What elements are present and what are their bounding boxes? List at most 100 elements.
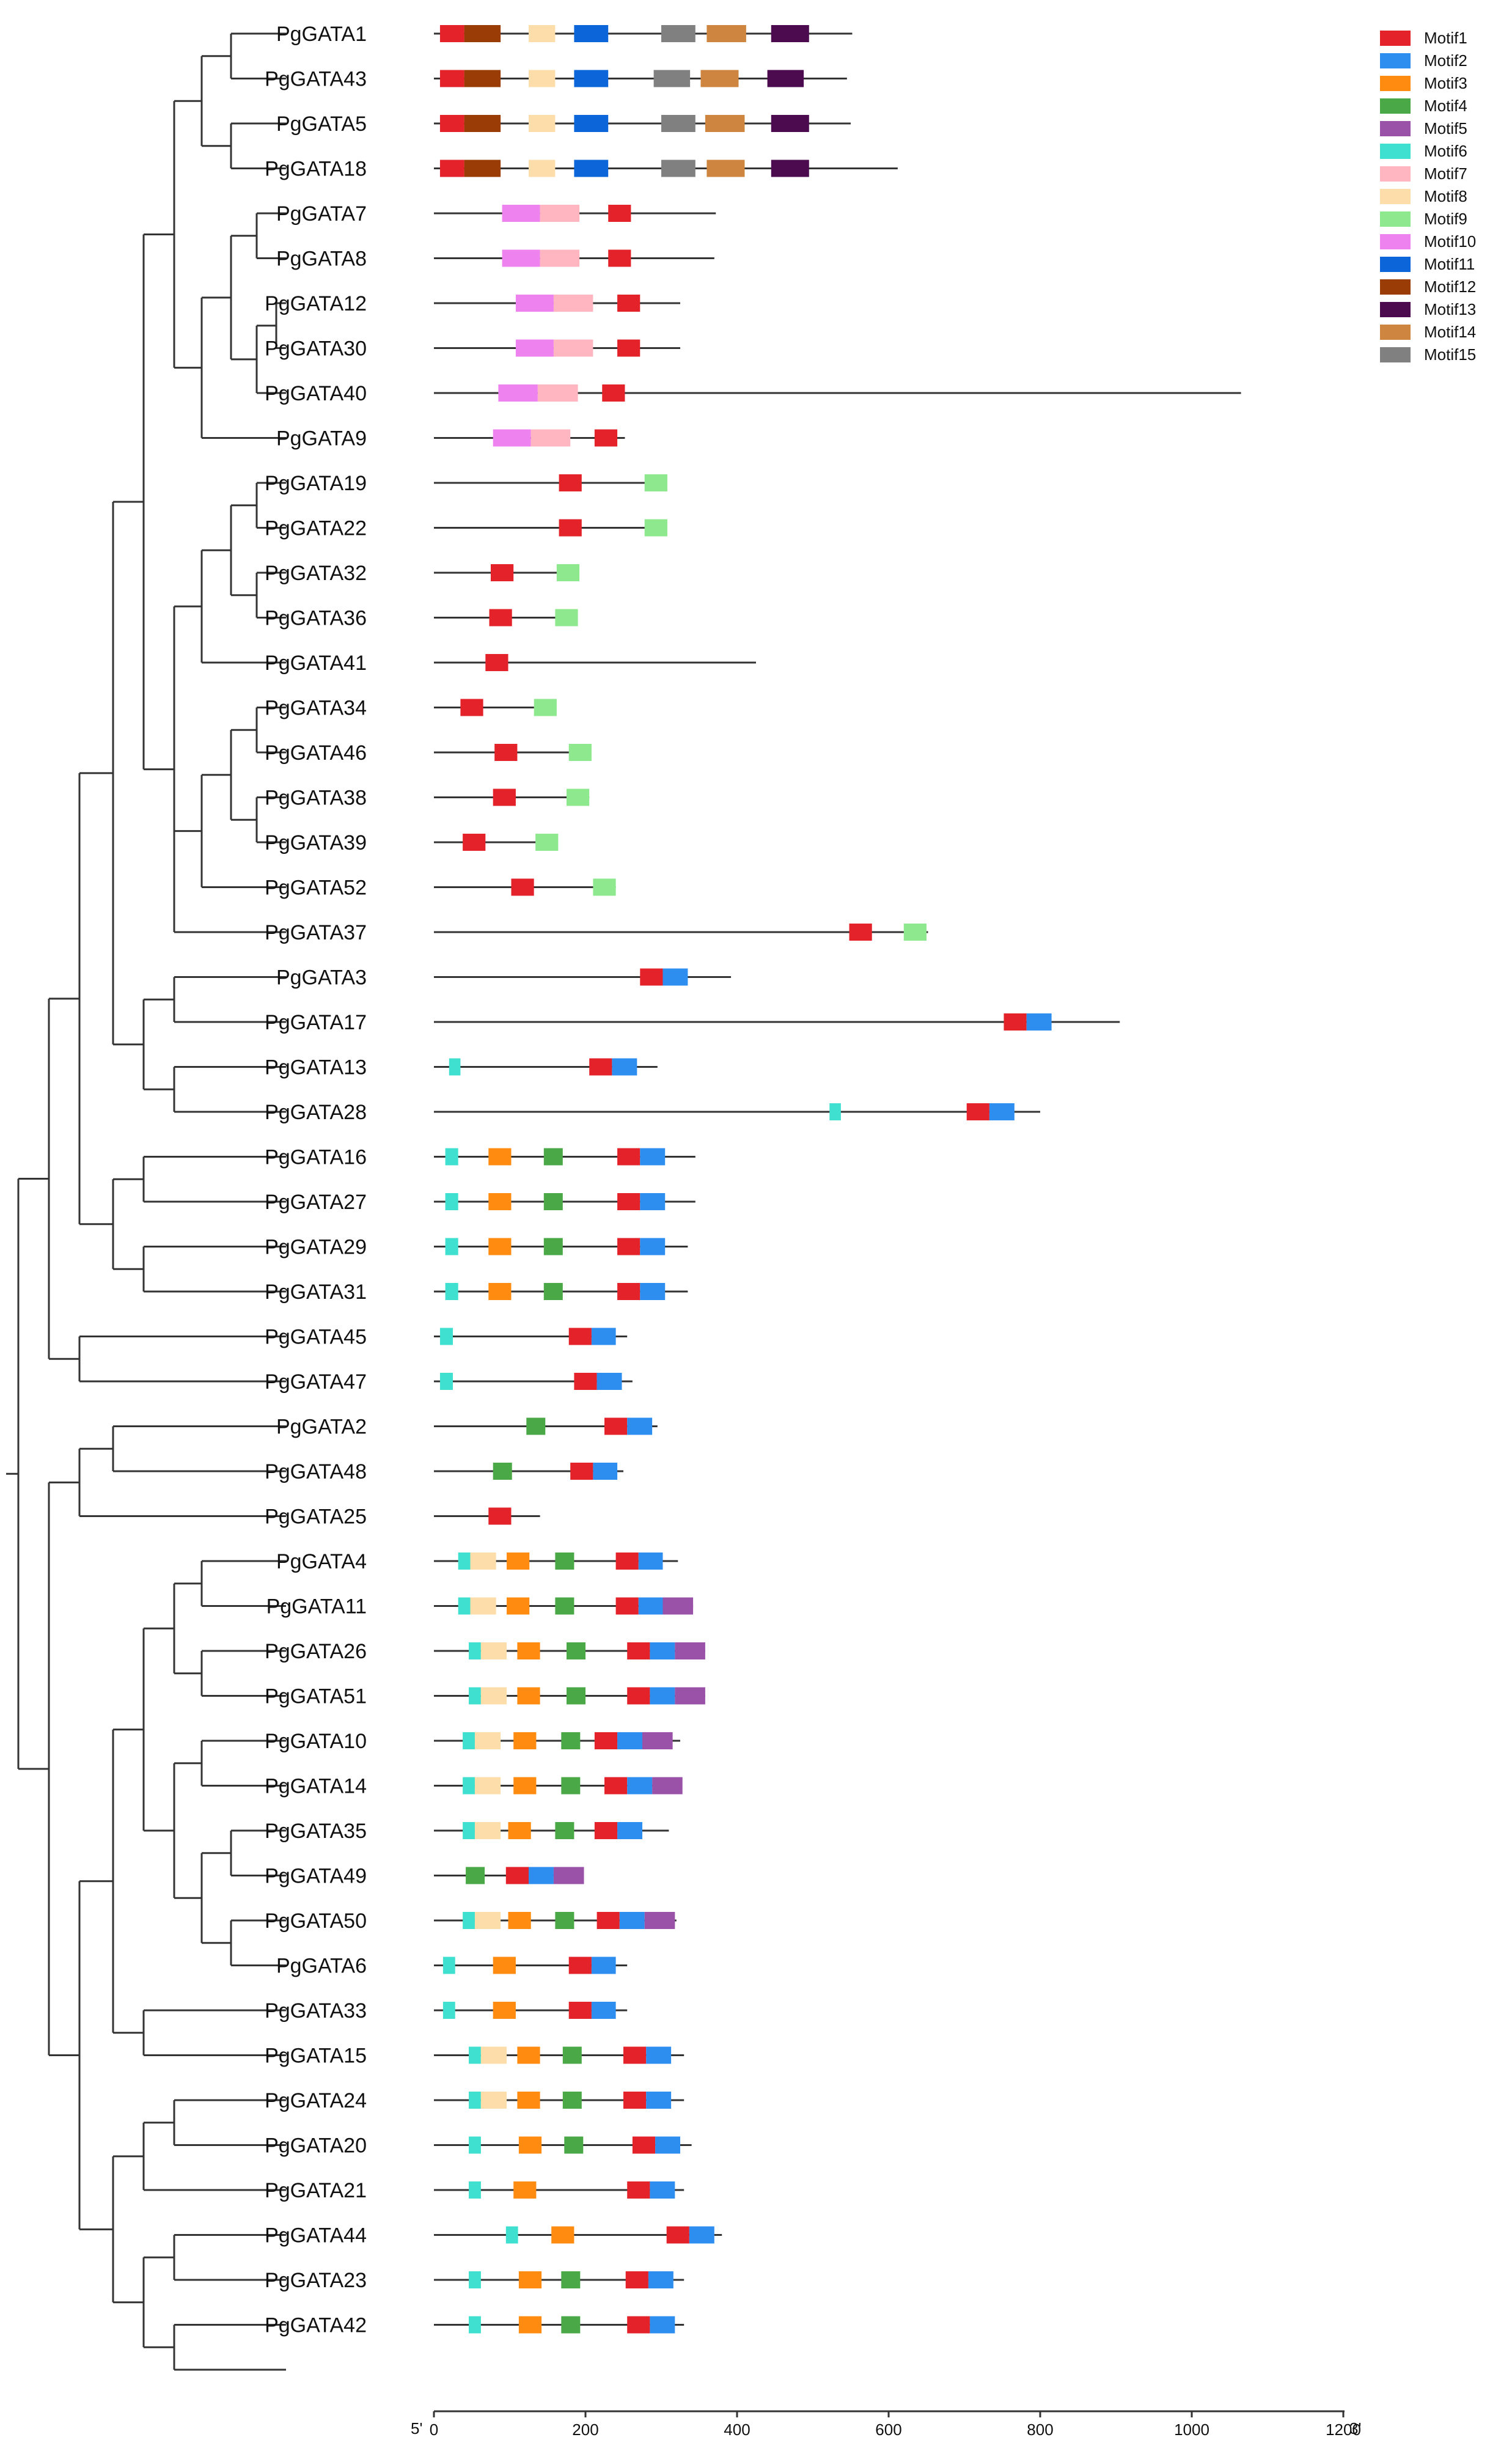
motif8-box xyxy=(480,2092,507,2109)
motif1-box xyxy=(570,1463,593,1480)
motif5-box xyxy=(644,1912,675,1929)
motif1-box xyxy=(627,1642,650,1659)
motif9-box xyxy=(644,474,667,491)
motif12-box xyxy=(464,160,501,177)
gene-label: PgGATA17 xyxy=(265,1011,367,1034)
gene-label: PgGATA47 xyxy=(265,1370,367,1394)
motif1-box xyxy=(589,1058,612,1076)
motif6-box xyxy=(469,2046,481,2064)
legend-item: Motif6 xyxy=(1380,142,1467,160)
motif1-box xyxy=(1004,1013,1027,1031)
gene-label: PgGATA32 xyxy=(265,562,367,585)
motif2-box xyxy=(646,2046,672,2064)
motif1-box xyxy=(625,2271,648,2288)
motif6-box xyxy=(463,1822,475,1839)
motif6-box xyxy=(439,1328,453,1345)
legend-item: Motif1 xyxy=(1380,29,1467,47)
gene-label: PgGATA38 xyxy=(265,787,367,810)
motif3-box xyxy=(488,1193,512,1210)
motif5-box xyxy=(662,1597,694,1615)
motif3-box xyxy=(518,2316,542,2334)
gene-row: PgGATA22 xyxy=(265,517,667,540)
gene-label: PgGATA13 xyxy=(265,1056,367,1079)
gene-label: PgGATA45 xyxy=(265,1326,367,1349)
motif10-box xyxy=(493,429,531,447)
motif4-box xyxy=(543,1148,563,1166)
gene-label: PgGATA8 xyxy=(276,248,367,271)
motif4-box xyxy=(561,2271,581,2288)
gene-label: PgGATA24 xyxy=(265,2089,367,2112)
gene-label: PgGATA21 xyxy=(265,2179,367,2202)
motif9-box xyxy=(534,699,557,716)
motif4-box xyxy=(555,1912,574,1929)
motif9-box xyxy=(555,609,578,627)
motif4-box xyxy=(555,1822,574,1839)
motif9-box xyxy=(593,878,616,896)
legend-item: Motif7 xyxy=(1380,164,1467,183)
motif1-box xyxy=(615,1597,639,1615)
motif4-box xyxy=(562,2046,582,2064)
gene-row: PgGATA5 xyxy=(276,112,851,136)
motif1-box xyxy=(494,744,518,761)
motif1-box xyxy=(460,699,483,716)
motif4-box xyxy=(564,2136,584,2154)
motif15-box xyxy=(661,115,695,132)
motif6-box xyxy=(445,1148,458,1166)
gene-row: PgGATA50 xyxy=(265,1909,677,1933)
motif6-box xyxy=(439,1373,453,1390)
gene-label: PgGATA9 xyxy=(276,427,367,450)
legend-swatch xyxy=(1380,76,1411,91)
motif5-box xyxy=(642,1732,673,1749)
motif3-box xyxy=(517,2092,540,2109)
gene-row: PgGATA24 xyxy=(265,2089,684,2112)
motif1-box xyxy=(439,70,464,87)
legend-swatch xyxy=(1380,234,1411,249)
gene-label: PgGATA2 xyxy=(276,1416,367,1439)
gene-row: PgGATA10 xyxy=(265,1730,680,1753)
gene-label: PgGATA3 xyxy=(276,966,367,990)
motif1-box xyxy=(627,2316,650,2334)
axis-start-label: 5' xyxy=(411,2419,422,2438)
legend-item: Motif4 xyxy=(1380,97,1467,115)
motif2-box xyxy=(655,2136,680,2154)
gene-row: PgGATA35 xyxy=(265,1820,669,1843)
motif1-box xyxy=(488,1507,512,1525)
gene-row: PgGATA49 xyxy=(265,1865,584,1888)
motif1-box xyxy=(602,384,625,402)
motif12-box xyxy=(464,25,501,42)
motif13-box xyxy=(771,115,809,132)
motif3-box xyxy=(493,1957,516,1974)
axis-tick-label: 800 xyxy=(1027,2420,1053,2439)
gene-label: PgGATA10 xyxy=(265,1730,367,1753)
motif4-box xyxy=(543,1283,563,1300)
motif2-box xyxy=(650,2316,675,2334)
motif6-box xyxy=(445,1238,458,1255)
legend-item: Motif3 xyxy=(1380,74,1467,92)
gene-row: PgGATA42 xyxy=(265,2314,684,2337)
motif7-box xyxy=(537,384,578,402)
motif9-box xyxy=(567,788,590,806)
motif6-box xyxy=(442,2002,455,2019)
motif6-box xyxy=(449,1058,461,1076)
gene-row: PgGATA23 xyxy=(265,2269,684,2292)
gene-label: PgGATA6 xyxy=(276,1955,367,1978)
motif8-box xyxy=(480,1642,507,1659)
motif1-box xyxy=(574,1373,597,1390)
legend-swatch xyxy=(1380,53,1411,68)
motif1-box xyxy=(640,968,663,986)
gene-label: PgGATA44 xyxy=(265,2224,367,2247)
motif1-box xyxy=(617,1193,640,1210)
legend-label: Motif1 xyxy=(1424,29,1467,47)
motif2-box xyxy=(646,2092,672,2109)
gene-row: PgGATA13 xyxy=(265,1056,658,1079)
motif1-box xyxy=(511,878,534,896)
gene-row: PgGATA17 xyxy=(265,1011,1120,1034)
motif1-box xyxy=(617,339,640,357)
gene-row: PgGATA6 xyxy=(276,1955,628,1978)
gene-row: PgGATA33 xyxy=(265,1999,628,2023)
gene-row: PgGATA2 xyxy=(276,1416,658,1439)
motif2-box xyxy=(617,1822,642,1839)
axis-tick-label: 600 xyxy=(875,2420,901,2439)
motif4-box xyxy=(466,1867,485,1884)
